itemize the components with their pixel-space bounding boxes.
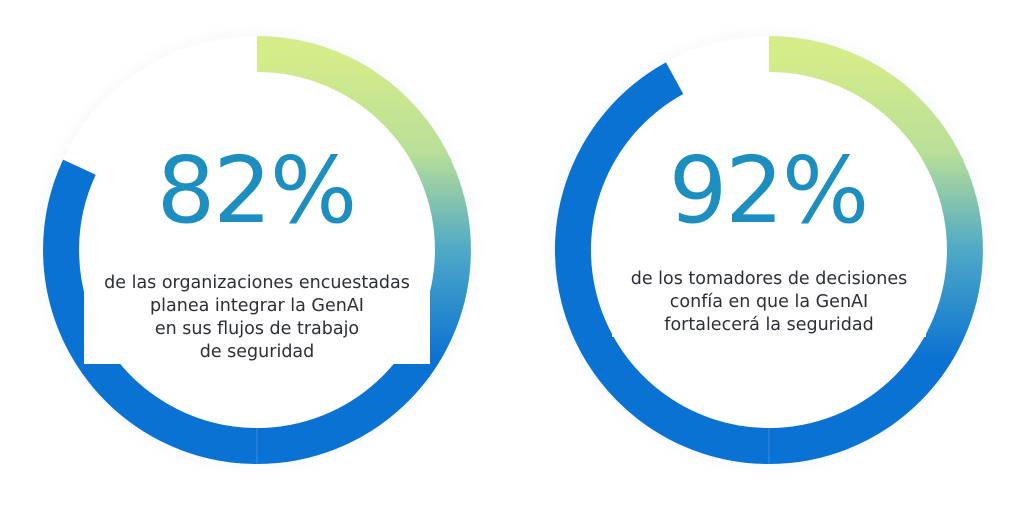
donut-chart-82: 82% de las organizaciones encuestadas pl…	[43, 36, 471, 464]
description-line: de las organizaciones encuestadas	[104, 273, 410, 293]
description-line: fortalecerá la seguridad	[664, 315, 874, 335]
description-line: de los tomadores de decisiones	[630, 269, 908, 289]
stat-description: de las organizaciones encuestadas planea…	[84, 272, 430, 364]
stat-value: 92%	[668, 137, 869, 244]
donut-ring-82	[43, 36, 471, 464]
description-line: en sus flujos de trabajo	[154, 319, 360, 339]
description-line: planea integrar la GenAI	[150, 296, 364, 316]
description-line: confía en que la GenAI	[669, 292, 869, 312]
donut-ring-92	[554, 36, 983, 464]
stat-value: 82%	[156, 137, 357, 244]
donut-chart-92: 92% de los tomadores de decisiones confí…	[512, 0, 1024, 506]
description-line: de seguridad	[199, 342, 315, 362]
stat-description: de los tomadores de decisiones confía en…	[612, 268, 926, 337]
